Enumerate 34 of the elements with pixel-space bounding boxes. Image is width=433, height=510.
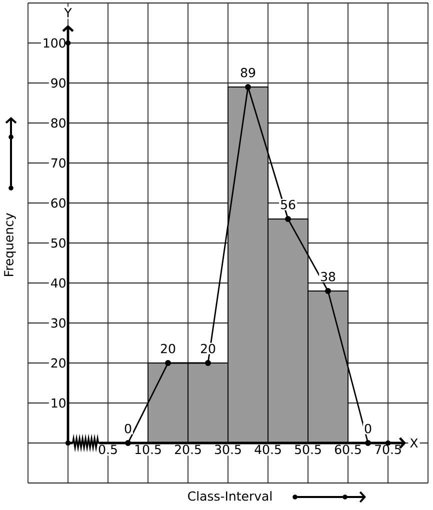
x-tick-label: 0.5 bbox=[98, 444, 117, 454]
y-tick-label: 50 bbox=[51, 238, 66, 248]
point bbox=[165, 360, 172, 366]
y-tick-label: 90 bbox=[51, 78, 66, 88]
annotation: X bbox=[410, 438, 418, 448]
x-tick-label: 70.5 bbox=[375, 444, 401, 454]
x-tick-label: 60.5 bbox=[334, 444, 361, 454]
point bbox=[205, 360, 212, 366]
y-axis-title: Frequency bbox=[4, 212, 16, 276]
y-tick-label: 20 bbox=[51, 358, 66, 368]
y-tick-label: 10 bbox=[52, 398, 66, 408]
x-tick-label: 20.5 bbox=[175, 444, 201, 454]
x-tick-label: 50.5 bbox=[295, 444, 321, 454]
y-tick-label: 80 bbox=[51, 118, 66, 128]
point bbox=[325, 288, 332, 294]
data-label: 0 bbox=[124, 424, 132, 434]
data-label: 56 bbox=[281, 200, 296, 210]
data-label: 20 bbox=[160, 344, 176, 354]
y-tick-label: 30 bbox=[51, 318, 66, 328]
x-tick-label: 40.5 bbox=[254, 444, 281, 454]
data-label: 0 bbox=[364, 424, 372, 434]
data-label: 89 bbox=[240, 68, 256, 78]
point bbox=[285, 216, 292, 222]
y-tick-label: 60 bbox=[51, 198, 66, 208]
point bbox=[245, 84, 252, 90]
data-label: 38 bbox=[321, 272, 336, 282]
x-tick-label: 30.5 bbox=[215, 444, 241, 454]
y-tick-label: 40 bbox=[51, 278, 66, 288]
x-axis-title: Class-Interval bbox=[188, 491, 272, 501]
annotation: Y bbox=[64, 8, 72, 18]
y-tick-label: 100 bbox=[44, 38, 66, 48]
x-tick-label: 10.5 bbox=[135, 444, 161, 454]
y-tick-label: 70 bbox=[51, 158, 66, 168]
data-label: 20 bbox=[200, 344, 216, 354]
